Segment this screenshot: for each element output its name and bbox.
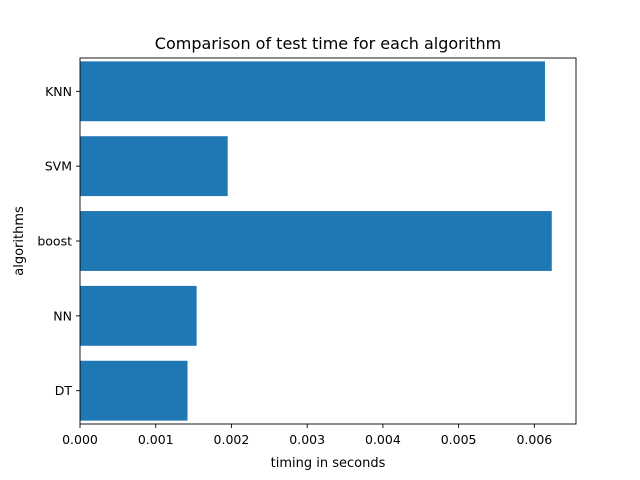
y-tick-label: KNN [45,84,72,99]
y-axis-label: algorithms [12,206,27,276]
y-tick-label: NN [53,308,72,323]
y-tick-label: SVM [45,159,72,174]
x-tick-label: 0.000 [62,432,98,447]
bar-nn [80,285,197,346]
bar-boost [80,211,552,271]
x-axis-ticks: 0.000 0.001 0.002 0.003 0.004 0.005 0.006 [62,424,552,447]
chart-title: Comparison of test time for each algorit… [155,34,501,53]
x-tick-label: 0.002 [214,432,250,447]
bars [80,61,552,421]
y-tick-label: boost [37,234,72,249]
x-axis-label: timing in seconds [271,456,386,471]
bar-svm [80,136,228,197]
y-axis-ticks: DT NN boost SVM KNN [37,84,80,398]
x-tick-label: 0.006 [516,432,552,447]
y-tick-label: DT [55,383,73,398]
bar-knn [80,61,545,122]
x-tick-label: 0.001 [138,432,174,447]
bar-dt [80,360,188,421]
x-tick-label: 0.003 [289,432,325,447]
x-tick-label: 0.005 [441,432,477,447]
x-tick-label: 0.004 [365,432,401,447]
plot-frame [79,57,577,425]
